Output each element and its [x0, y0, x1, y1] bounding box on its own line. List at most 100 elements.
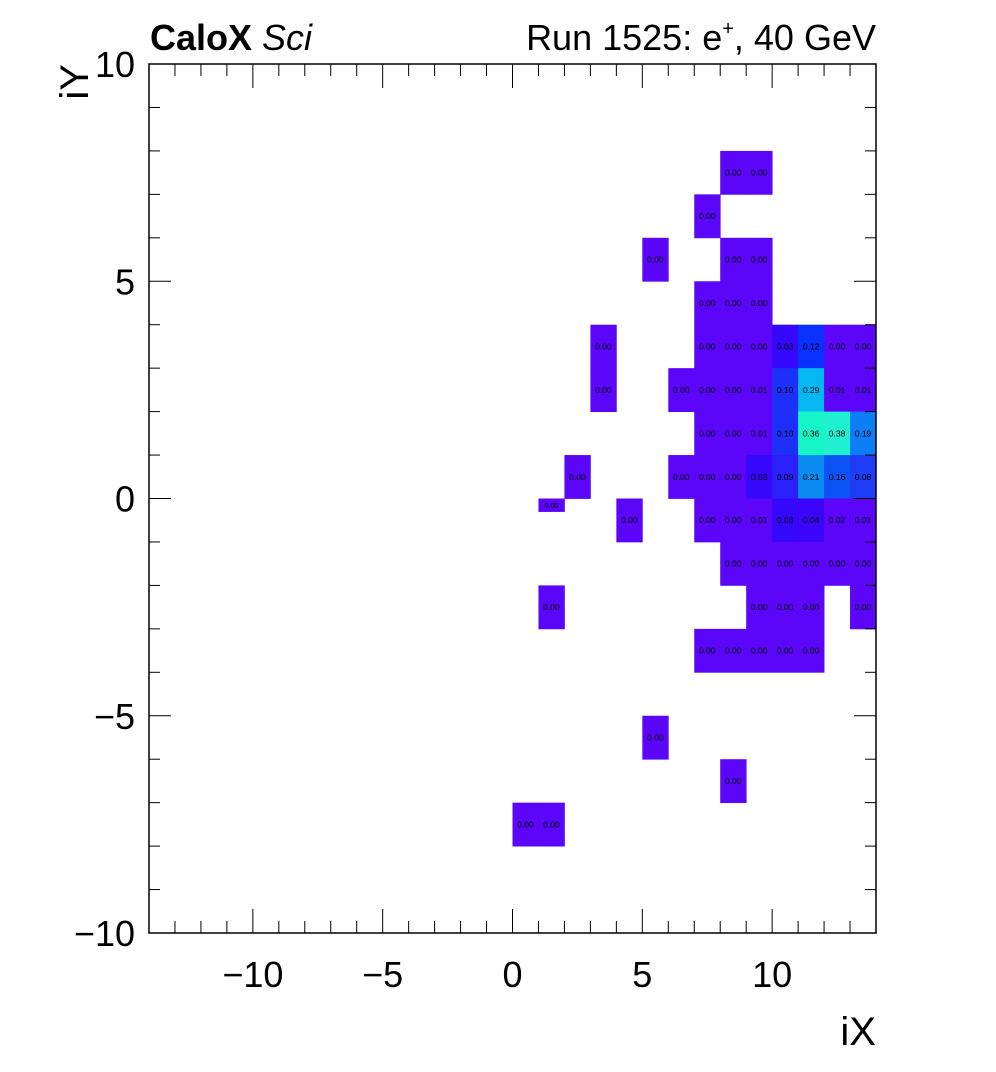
cell-value-label: 0.00 — [673, 472, 690, 482]
cell-value-label: 0.01 — [751, 385, 768, 395]
heatmap-cell — [590, 324, 617, 369]
heatmap-cell — [798, 628, 825, 673]
heatmap-cell — [824, 498, 851, 543]
y-tick-label: 10 — [95, 44, 135, 85]
cell-value-label: 0.00 — [751, 255, 768, 265]
heatmap-cell — [850, 411, 877, 456]
cell-value-label: 0.12 — [803, 341, 820, 351]
cell-value-label: 0.00 — [543, 819, 560, 829]
heatmap-cell — [694, 194, 721, 239]
cell-value-label: 0.03 — [777, 341, 794, 351]
heatmap-cell — [538, 498, 565, 512]
cell-value-label: 0.00 — [777, 646, 794, 656]
heatmap-cell — [746, 281, 773, 326]
cell-value-label: 0.00 — [517, 819, 534, 829]
y-tick-label: 0 — [115, 479, 135, 520]
heatmap-cell — [798, 455, 825, 499]
x-axis-label: iX — [840, 1010, 876, 1054]
cell-value-label: 0.00 — [803, 602, 820, 612]
brand-bold: CaloX — [150, 17, 252, 58]
cell-value-label: 0.00 — [699, 298, 716, 308]
cell-value-label: 0.00 — [803, 646, 820, 656]
cell-value-label: 0.00 — [751, 298, 768, 308]
heatmap-cell — [798, 541, 825, 586]
cell-value-label: 0.00 — [595, 385, 612, 395]
heatmap-cell — [746, 324, 773, 369]
heatmap-cell — [746, 585, 773, 630]
cell-value-label: 0.08 — [855, 472, 872, 482]
cell-value-label: 0.29 — [803, 385, 820, 395]
cell-value-label: 0.00 — [725, 255, 742, 265]
cell-value-label: 0.00 — [543, 602, 560, 612]
heatmap-cell — [850, 455, 877, 499]
heatmap-cells — [512, 150, 877, 847]
heatmap-cell — [538, 802, 565, 847]
cell-value-label: 0.01 — [855, 385, 872, 395]
cell-value-label: 0.00 — [673, 385, 690, 395]
heatmap-cell — [720, 759, 747, 804]
x-tick-label: 0 — [502, 954, 522, 995]
heatmap-cell — [746, 411, 773, 456]
cell-value-label: 0.00 — [725, 646, 742, 656]
cell-value-label: 0.00 — [751, 559, 768, 569]
cell-value-label: 0.00 — [621, 515, 638, 525]
cell-value-label: 0.01 — [855, 515, 872, 525]
heatmap-cell — [616, 498, 643, 543]
heatmap-cell — [694, 411, 721, 456]
heatmap-cell — [772, 628, 799, 673]
heatmap-cell — [746, 498, 773, 543]
heatmap-cell — [850, 498, 877, 543]
heatmap-cell — [694, 498, 721, 543]
axis-tick-labels: −10 −5 0 5 10 −10 −5 0 5 10 — [74, 44, 792, 995]
heatmap-cell — [720, 281, 747, 326]
cell-value-label: 0.00 — [699, 515, 716, 525]
run-suffix: , 40 GeV — [734, 17, 876, 58]
cell-value-label: 0.01 — [751, 515, 768, 525]
cell-value-label: 0.00 — [595, 341, 612, 351]
cell-value-label: 0.00 — [569, 472, 586, 482]
cell-value-label: 0.00 — [751, 602, 768, 612]
heatmap-cell — [694, 368, 721, 412]
heatmap-cell — [824, 368, 851, 412]
heatmap-cell — [746, 237, 773, 282]
cell-value-label: 0.00 — [725, 515, 742, 525]
cell-value-label: 0.00 — [725, 341, 742, 351]
heatmap-cell — [746, 150, 773, 195]
run-superscript: + — [722, 18, 734, 40]
heatmap-cell — [694, 628, 721, 673]
heatmap-cell — [512, 802, 539, 847]
heatmap-cell — [642, 237, 669, 282]
heatmap-cell — [720, 455, 747, 499]
heatmap-cell — [824, 541, 851, 586]
heatmap-cell — [850, 541, 877, 586]
cell-value-label: 0.38 — [829, 428, 846, 438]
heatmap-cell — [564, 455, 591, 499]
y-tick-label: 5 — [115, 261, 135, 302]
heatmap-cell — [772, 585, 799, 630]
cell-value-label: 0.00 — [725, 385, 742, 395]
cell-value-label: 0.00 — [855, 559, 872, 569]
heatmap-cell — [746, 455, 773, 499]
brand-label: CaloX Sci — [150, 17, 313, 58]
heatmap-cell — [772, 455, 799, 499]
cell-value-label: 0.00 — [545, 503, 559, 510]
cell-value-labels: 0.00 0.00 0.00 0.00 0.00 0.00 0.00 0.00 0.00 0.00… — [517, 168, 871, 830]
heatmap-cell — [772, 324, 799, 369]
cell-value-label: 0.36 — [803, 428, 820, 438]
cell-value-label: 0.00 — [829, 341, 846, 351]
cell-value-label: 0.00 — [725, 298, 742, 308]
cell-value-label: 0.00 — [725, 472, 742, 482]
cell-value-label: 0.00 — [751, 168, 768, 178]
heatmap-cell — [720, 541, 747, 586]
cell-value-label: 0.03 — [777, 515, 794, 525]
cell-value-label: 0.00 — [803, 559, 820, 569]
plot-frame — [148, 63, 877, 934]
heatmap-cell — [850, 324, 877, 369]
heatmap-cell — [824, 455, 851, 499]
axis-ticks — [148, 63, 877, 934]
cell-value-label: 0.00 — [855, 602, 872, 612]
cell-value-label: 0.01 — [751, 428, 768, 438]
heatmap-cell — [798, 498, 825, 543]
heatmap-cell — [798, 585, 825, 630]
